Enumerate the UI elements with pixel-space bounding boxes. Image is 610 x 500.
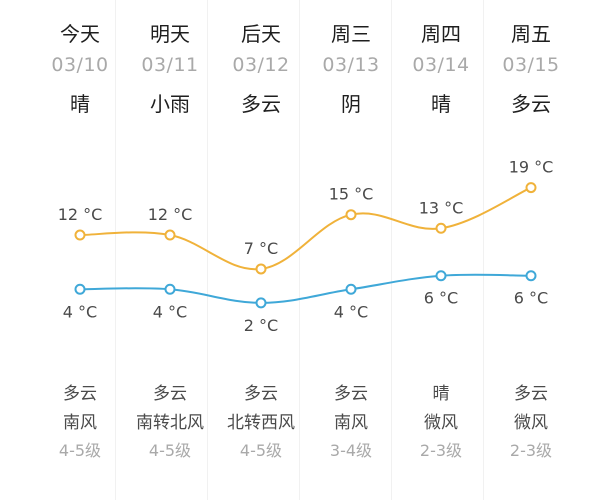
high-temp-line — [79, 186, 532, 271]
high-temp-temp-label: 15 °C — [329, 185, 374, 204]
day-condition: 小雨 — [150, 92, 190, 116]
low-temp-temp-label: 4 °C — [334, 302, 368, 321]
day-column-today[interactable]: 今天 03/10 晴 多云 南风 4-5级 — [34, 0, 126, 500]
wind-level: 2-3级 — [419, 441, 463, 460]
low-temp-point — [164, 283, 176, 295]
day-label: 后天 — [241, 22, 281, 46]
column-divider — [483, 0, 484, 500]
day-label: 周四 — [421, 22, 461, 46]
wind-direction: 微风 — [514, 413, 548, 433]
day-condition: 晴 — [431, 92, 451, 116]
high-temp-temp-label: 19 °C — [509, 158, 554, 177]
day-condition: 晴 — [70, 92, 90, 116]
low-temp-temp-label: 6 °C — [514, 289, 548, 308]
wind-level: 2-3级 — [509, 441, 553, 460]
wind-level: 4-5级 — [58, 441, 102, 460]
day-condition: 多云 — [241, 92, 281, 116]
day-date: 03/15 — [502, 54, 560, 76]
column-divider — [115, 0, 116, 500]
wind-level: 3-4级 — [329, 441, 373, 460]
day-column-fri[interactable]: 周五 03/15 多云 多云 微风 2-3级 — [485, 0, 577, 500]
high-temp-temp-label: 7 °C — [244, 239, 278, 258]
wind-level: 4-5级 — [239, 441, 283, 460]
high-temp-temp-label: 12 °C — [58, 205, 103, 224]
day-label: 明天 — [150, 22, 190, 46]
day-date: 03/11 — [141, 54, 199, 76]
day-date: 03/14 — [412, 54, 470, 76]
low-temp-point — [345, 283, 357, 295]
day-date: 03/12 — [232, 54, 290, 76]
night-condition: 多云 — [244, 384, 278, 404]
day-column-thu[interactable]: 周四 03/14 晴 晴 微风 2-3级 — [395, 0, 487, 500]
low-temp-temp-label: 6 °C — [424, 289, 458, 308]
high-temp-temp-label: 13 °C — [419, 198, 464, 217]
low-temp-temp-label: 4 °C — [153, 302, 187, 321]
day-column-wed[interactable]: 周三 03/13 阴 多云 南风 3-4级 — [305, 0, 397, 500]
night-condition: 多云 — [514, 384, 548, 404]
low-temp-point — [255, 297, 267, 309]
day-label: 周三 — [331, 22, 371, 46]
wind-direction: 南风 — [334, 413, 368, 433]
high-temp-point — [525, 182, 537, 194]
high-temp-point — [345, 209, 357, 221]
high-temp-point — [74, 229, 86, 241]
wind-direction: 北转西风 — [227, 413, 295, 433]
day-column-tomorrow[interactable]: 明天 03/11 小雨 多云 南转北风 4-5级 — [124, 0, 216, 500]
low-temp-temp-label: 2 °C — [244, 316, 278, 335]
day-label: 今天 — [60, 22, 100, 46]
low-temp-line — [79, 273, 532, 304]
wind-direction: 南转北风 — [136, 413, 204, 433]
column-divider — [299, 0, 300, 500]
day-date: 03/13 — [322, 54, 380, 76]
day-condition: 多云 — [511, 92, 551, 116]
high-temp-point — [435, 222, 447, 234]
wind-direction: 南风 — [63, 413, 97, 433]
low-temp-point — [435, 270, 447, 282]
night-condition: 多云 — [63, 384, 97, 404]
day-label: 周五 — [511, 22, 551, 46]
high-temp-point — [255, 263, 267, 275]
high-temp-temp-label: 12 °C — [148, 205, 193, 224]
day-condition: 阴 — [341, 92, 361, 116]
high-temp-point — [164, 229, 176, 241]
low-temp-point — [74, 283, 86, 295]
column-divider — [391, 0, 392, 500]
wind-level: 4-5级 — [148, 441, 192, 460]
night-condition: 多云 — [334, 384, 368, 404]
low-temp-temp-label: 4 °C — [63, 302, 97, 321]
day-date: 03/10 — [51, 54, 109, 76]
night-condition: 晴 — [432, 384, 450, 404]
wind-direction: 微风 — [424, 413, 458, 433]
night-condition: 多云 — [153, 384, 187, 404]
low-temp-point — [525, 270, 537, 282]
day-column-day-after[interactable]: 后天 03/12 多云 多云 北转西风 4-5级 — [215, 0, 307, 500]
